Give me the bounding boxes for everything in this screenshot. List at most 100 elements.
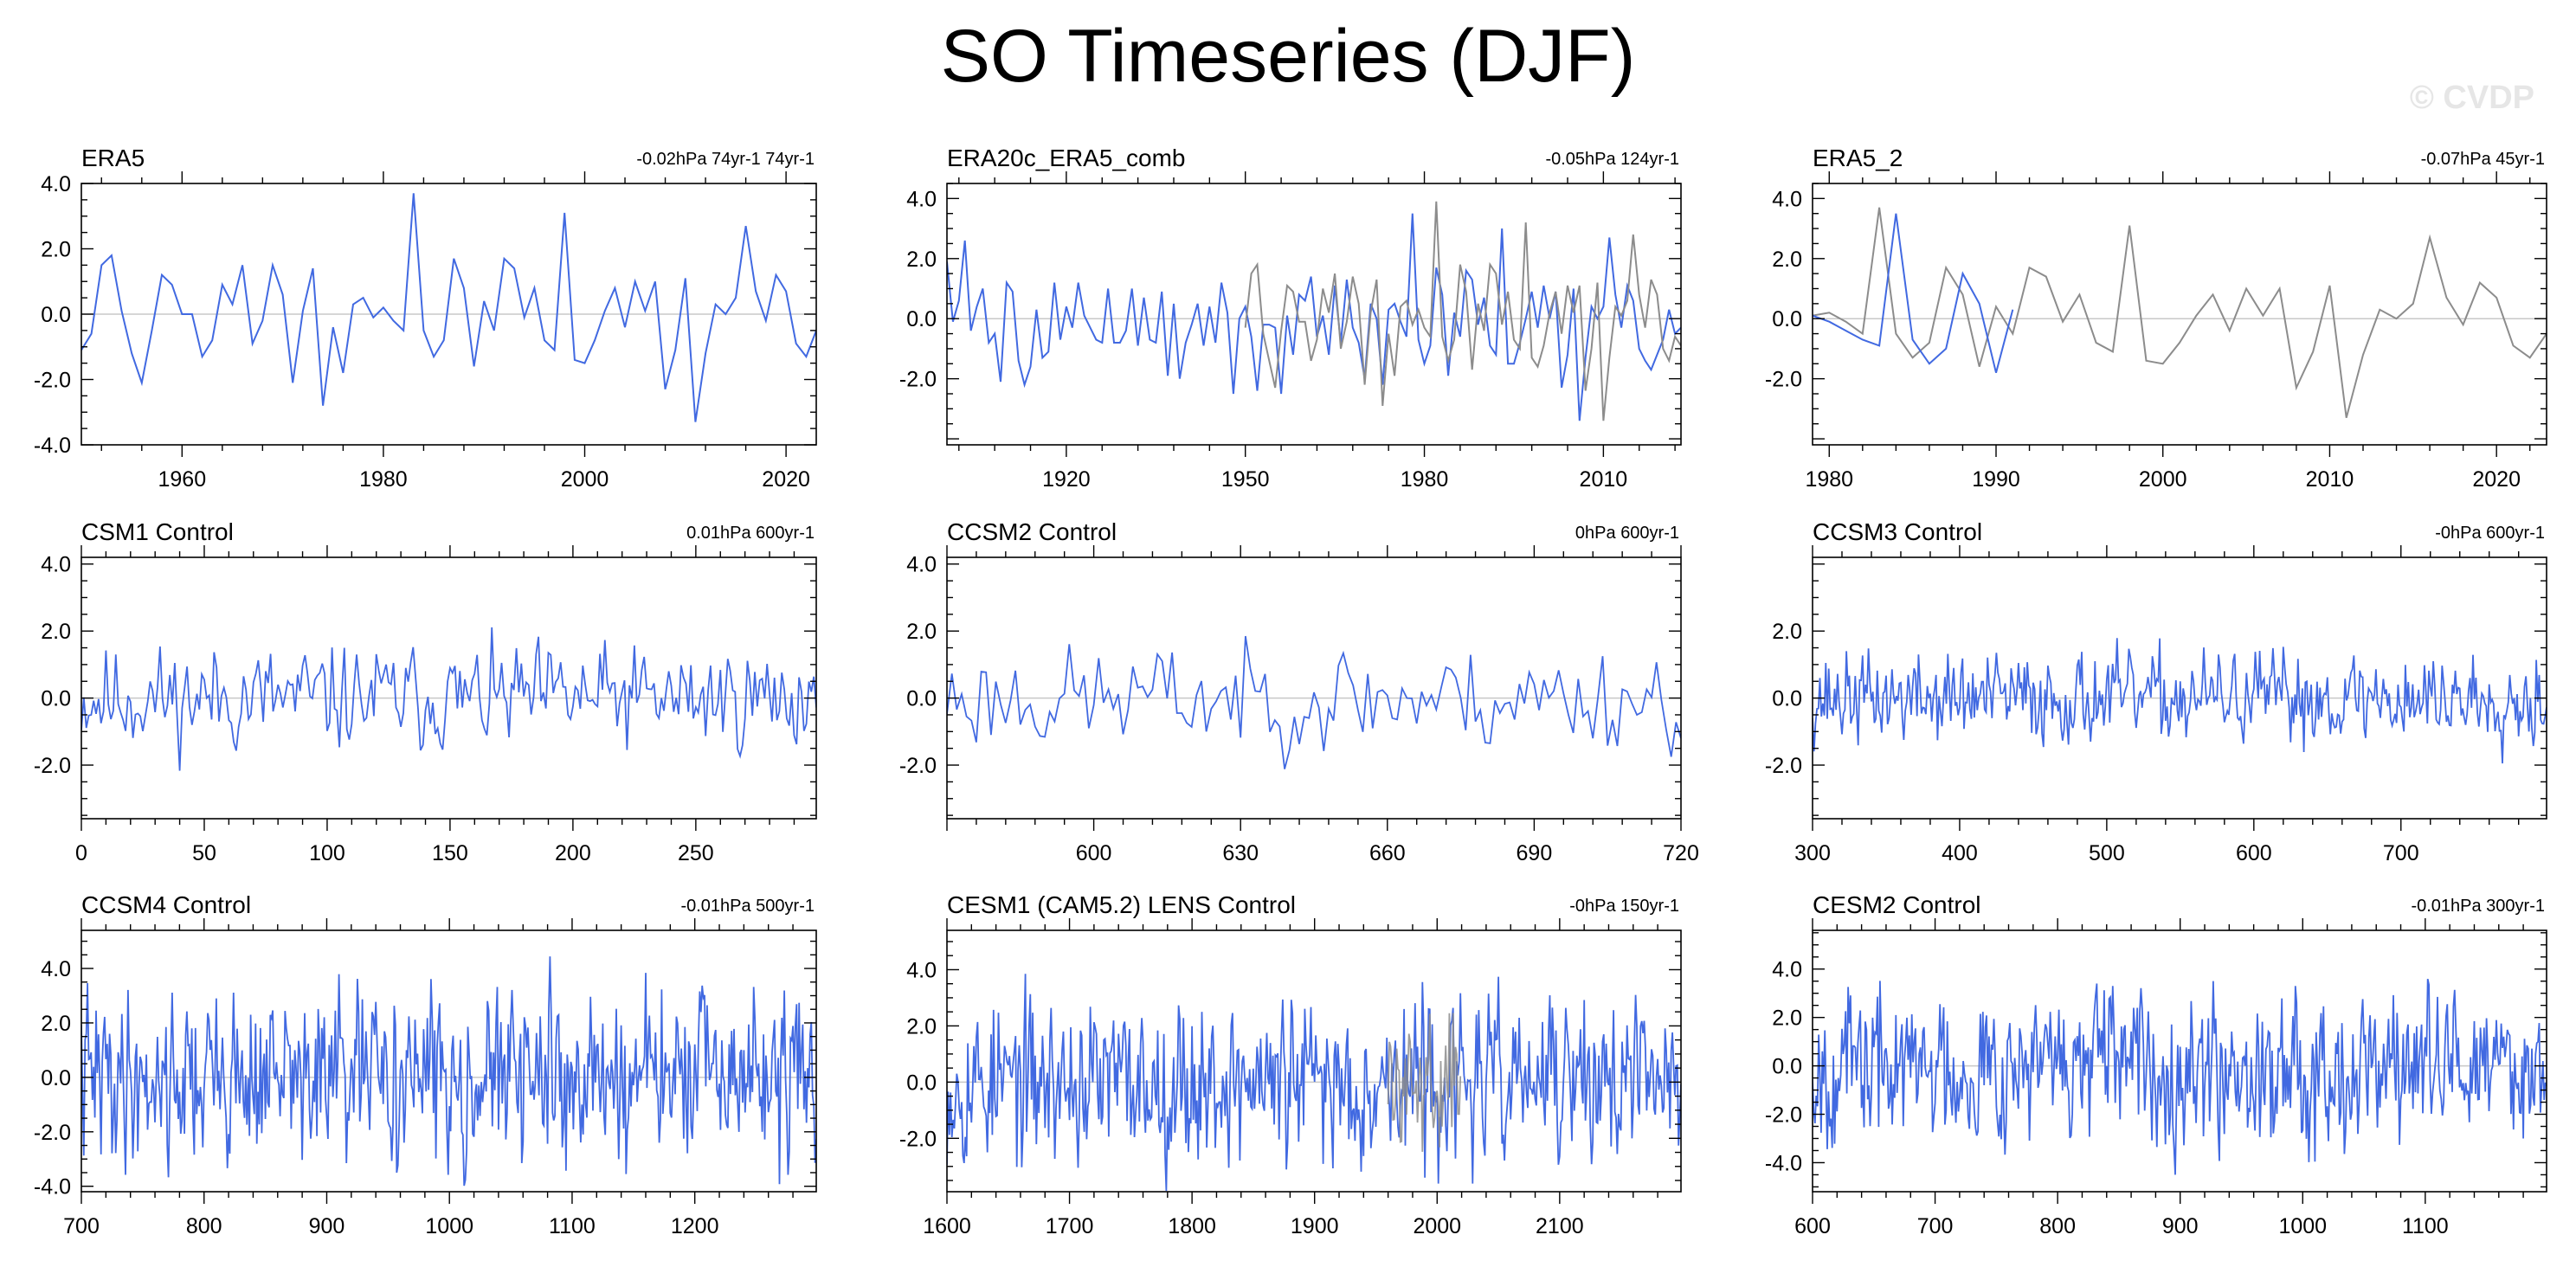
y-tick-label: 0.0 <box>41 303 71 327</box>
watermark: © CVDP <box>2409 80 2534 116</box>
series-group <box>1813 207 2547 419</box>
y-tick-label: -2.0 <box>1765 1103 1802 1128</box>
y-tick-label: -2.0 <box>899 1127 937 1151</box>
y-tick-label: -2.0 <box>34 754 71 778</box>
y-tick-label: 4.0 <box>41 553 71 577</box>
x-tick-label: 900 <box>309 1214 345 1238</box>
x-tick-label: 600 <box>1794 1214 1831 1238</box>
series-line <box>1813 638 2547 764</box>
series-group <box>81 956 816 1187</box>
x-tick-label: 1980 <box>1805 467 1853 492</box>
y-tick-label: -4.0 <box>1765 1151 1802 1175</box>
figure-title: SO Timeseries (DJF) <box>940 15 1636 98</box>
x-tick-label: 1100 <box>2402 1214 2449 1238</box>
y-tick-label: -2.0 <box>34 369 71 393</box>
y-tick-label: 2.0 <box>1772 1007 1802 1031</box>
y-tick-label: 0.0 <box>1772 687 1802 711</box>
y-tick-label: -4.0 <box>34 434 71 458</box>
y-tick-label: 4.0 <box>41 172 71 196</box>
panel-title: ERA5_2 <box>1813 145 1903 171</box>
plot-frame <box>1812 183 2547 446</box>
x-tick-label: 1100 <box>549 1214 596 1238</box>
panel-title: CESM1 (CAM5.2) LENS Control <box>947 891 1296 918</box>
x-tick-label: 600 <box>1076 841 1112 865</box>
x-tick-label: 1920 <box>1042 467 1091 492</box>
panel-title: CESM2 Control <box>1813 891 1981 918</box>
trend-label: -0.01hPa 300yr-1 <box>2411 897 2545 916</box>
y-tick-label: -4.0 <box>34 1175 71 1199</box>
series-line <box>1813 207 2547 419</box>
series-group <box>81 193 816 422</box>
x-tick-label: 1990 <box>1972 467 2020 492</box>
x-tick-label: 2010 <box>2306 467 2354 492</box>
series-line <box>947 974 1681 1192</box>
trend-label: -0.02hPa 74yr-1 74yr-1 <box>636 150 815 169</box>
panel-2: ERA20c_ERA5_comb -0.05hPa 124yr-1 -2.0 0.0 2… <box>899 145 1682 492</box>
y-tick-label: 2.0 <box>41 1012 71 1036</box>
y-tick-label: 2.0 <box>1772 248 1802 272</box>
y-tick-label: -2.0 <box>34 1121 71 1145</box>
x-tick-label: 150 <box>432 841 468 865</box>
x-tick-label: 2010 <box>1580 467 1628 492</box>
y-tick-label: 0.0 <box>906 1071 937 1095</box>
y-tick-label: 2.0 <box>41 238 71 262</box>
panel-title: CCSM4 Control <box>81 891 251 918</box>
x-tick-label: 100 <box>309 841 345 865</box>
panel-title: ERA20c_ERA5_comb <box>947 145 1185 171</box>
y-tick-label: -2.0 <box>899 754 937 778</box>
x-tick-label: 660 <box>1369 841 1406 865</box>
x-tick-label: 1950 <box>1221 467 1270 492</box>
series-line <box>1813 213 2014 373</box>
panel-5: CCSM2 Control 0hPa 600yr-1 -2.0 0.0 2.0 4.0 60… <box>899 518 1699 865</box>
trend-label: -0.01hPa 500yr-1 <box>680 897 815 916</box>
trend-label: -0.07hPa 45yr-1 <box>2421 150 2545 169</box>
trend-label: -0hPa 600yr-1 <box>2435 524 2545 543</box>
plot-frame <box>1812 929 2547 1193</box>
x-tick-label: 700 <box>63 1214 100 1238</box>
panel-title: CCSM3 Control <box>1813 518 1982 545</box>
plot-frame <box>946 929 1682 1193</box>
x-tick-label: 500 <box>2089 841 2125 865</box>
trend-label: 0.01hPa 600yr-1 <box>686 524 815 543</box>
x-tick-label: 50 <box>192 841 216 865</box>
y-tick-label: 4.0 <box>906 958 937 982</box>
panel-1: ERA5 -0.02hPa 74yr-1 74yr-1 -4.0 -2.0 0.0 2.0… <box>34 145 817 492</box>
series-line <box>81 193 816 422</box>
x-tick-label: 2000 <box>2139 467 2187 492</box>
y-tick-label: -2.0 <box>899 368 937 392</box>
plot-frame <box>946 183 1682 446</box>
panel-7: CCSM4 Control -0.01hPa 500yr-1 -4.0 -2.0 0.0… <box>34 891 817 1238</box>
x-tick-label: 1000 <box>2278 1214 2327 1238</box>
y-tick-label: 4.0 <box>906 553 937 577</box>
y-tick-label: 2.0 <box>906 620 937 644</box>
x-tick-label: 2020 <box>762 467 810 492</box>
x-tick-label: 1800 <box>1168 1214 1216 1238</box>
y-tick-label: 0.0 <box>1772 307 1802 331</box>
y-tick-label: 0.0 <box>906 687 937 711</box>
series-line <box>947 635 1681 769</box>
x-tick-label: 2000 <box>561 467 609 492</box>
x-tick-label: 400 <box>1942 841 1978 865</box>
y-tick-label: 4.0 <box>1772 187 1802 211</box>
x-tick-label: 0 <box>75 841 87 865</box>
y-tick-label: 0.0 <box>906 307 937 331</box>
x-tick-label: 900 <box>2162 1214 2199 1238</box>
panel-9: CESM2 Control -0.01hPa 300yr-1 -4.0 -2.0 0.0… <box>1765 891 2547 1238</box>
x-tick-label: 200 <box>555 841 591 865</box>
y-tick-label: -2.0 <box>1765 368 1802 392</box>
series-group <box>947 635 1681 769</box>
x-tick-label: 1000 <box>425 1214 473 1238</box>
series-group <box>1813 979 2547 1175</box>
panel-title: CCSM2 Control <box>947 518 1117 545</box>
x-tick-label: 700 <box>1917 1214 1954 1238</box>
series-line <box>81 627 816 771</box>
y-tick-label: -2.0 <box>1765 754 1802 778</box>
x-tick-label: 1600 <box>923 1214 971 1238</box>
series-group <box>1813 638 2547 764</box>
y-tick-label: 2.0 <box>41 620 71 644</box>
plot-frame <box>1812 556 2547 820</box>
y-tick-label: 0.0 <box>41 1066 71 1090</box>
x-tick-label: 800 <box>2039 1214 2076 1238</box>
panel-title: CSM1 Control <box>81 518 234 545</box>
